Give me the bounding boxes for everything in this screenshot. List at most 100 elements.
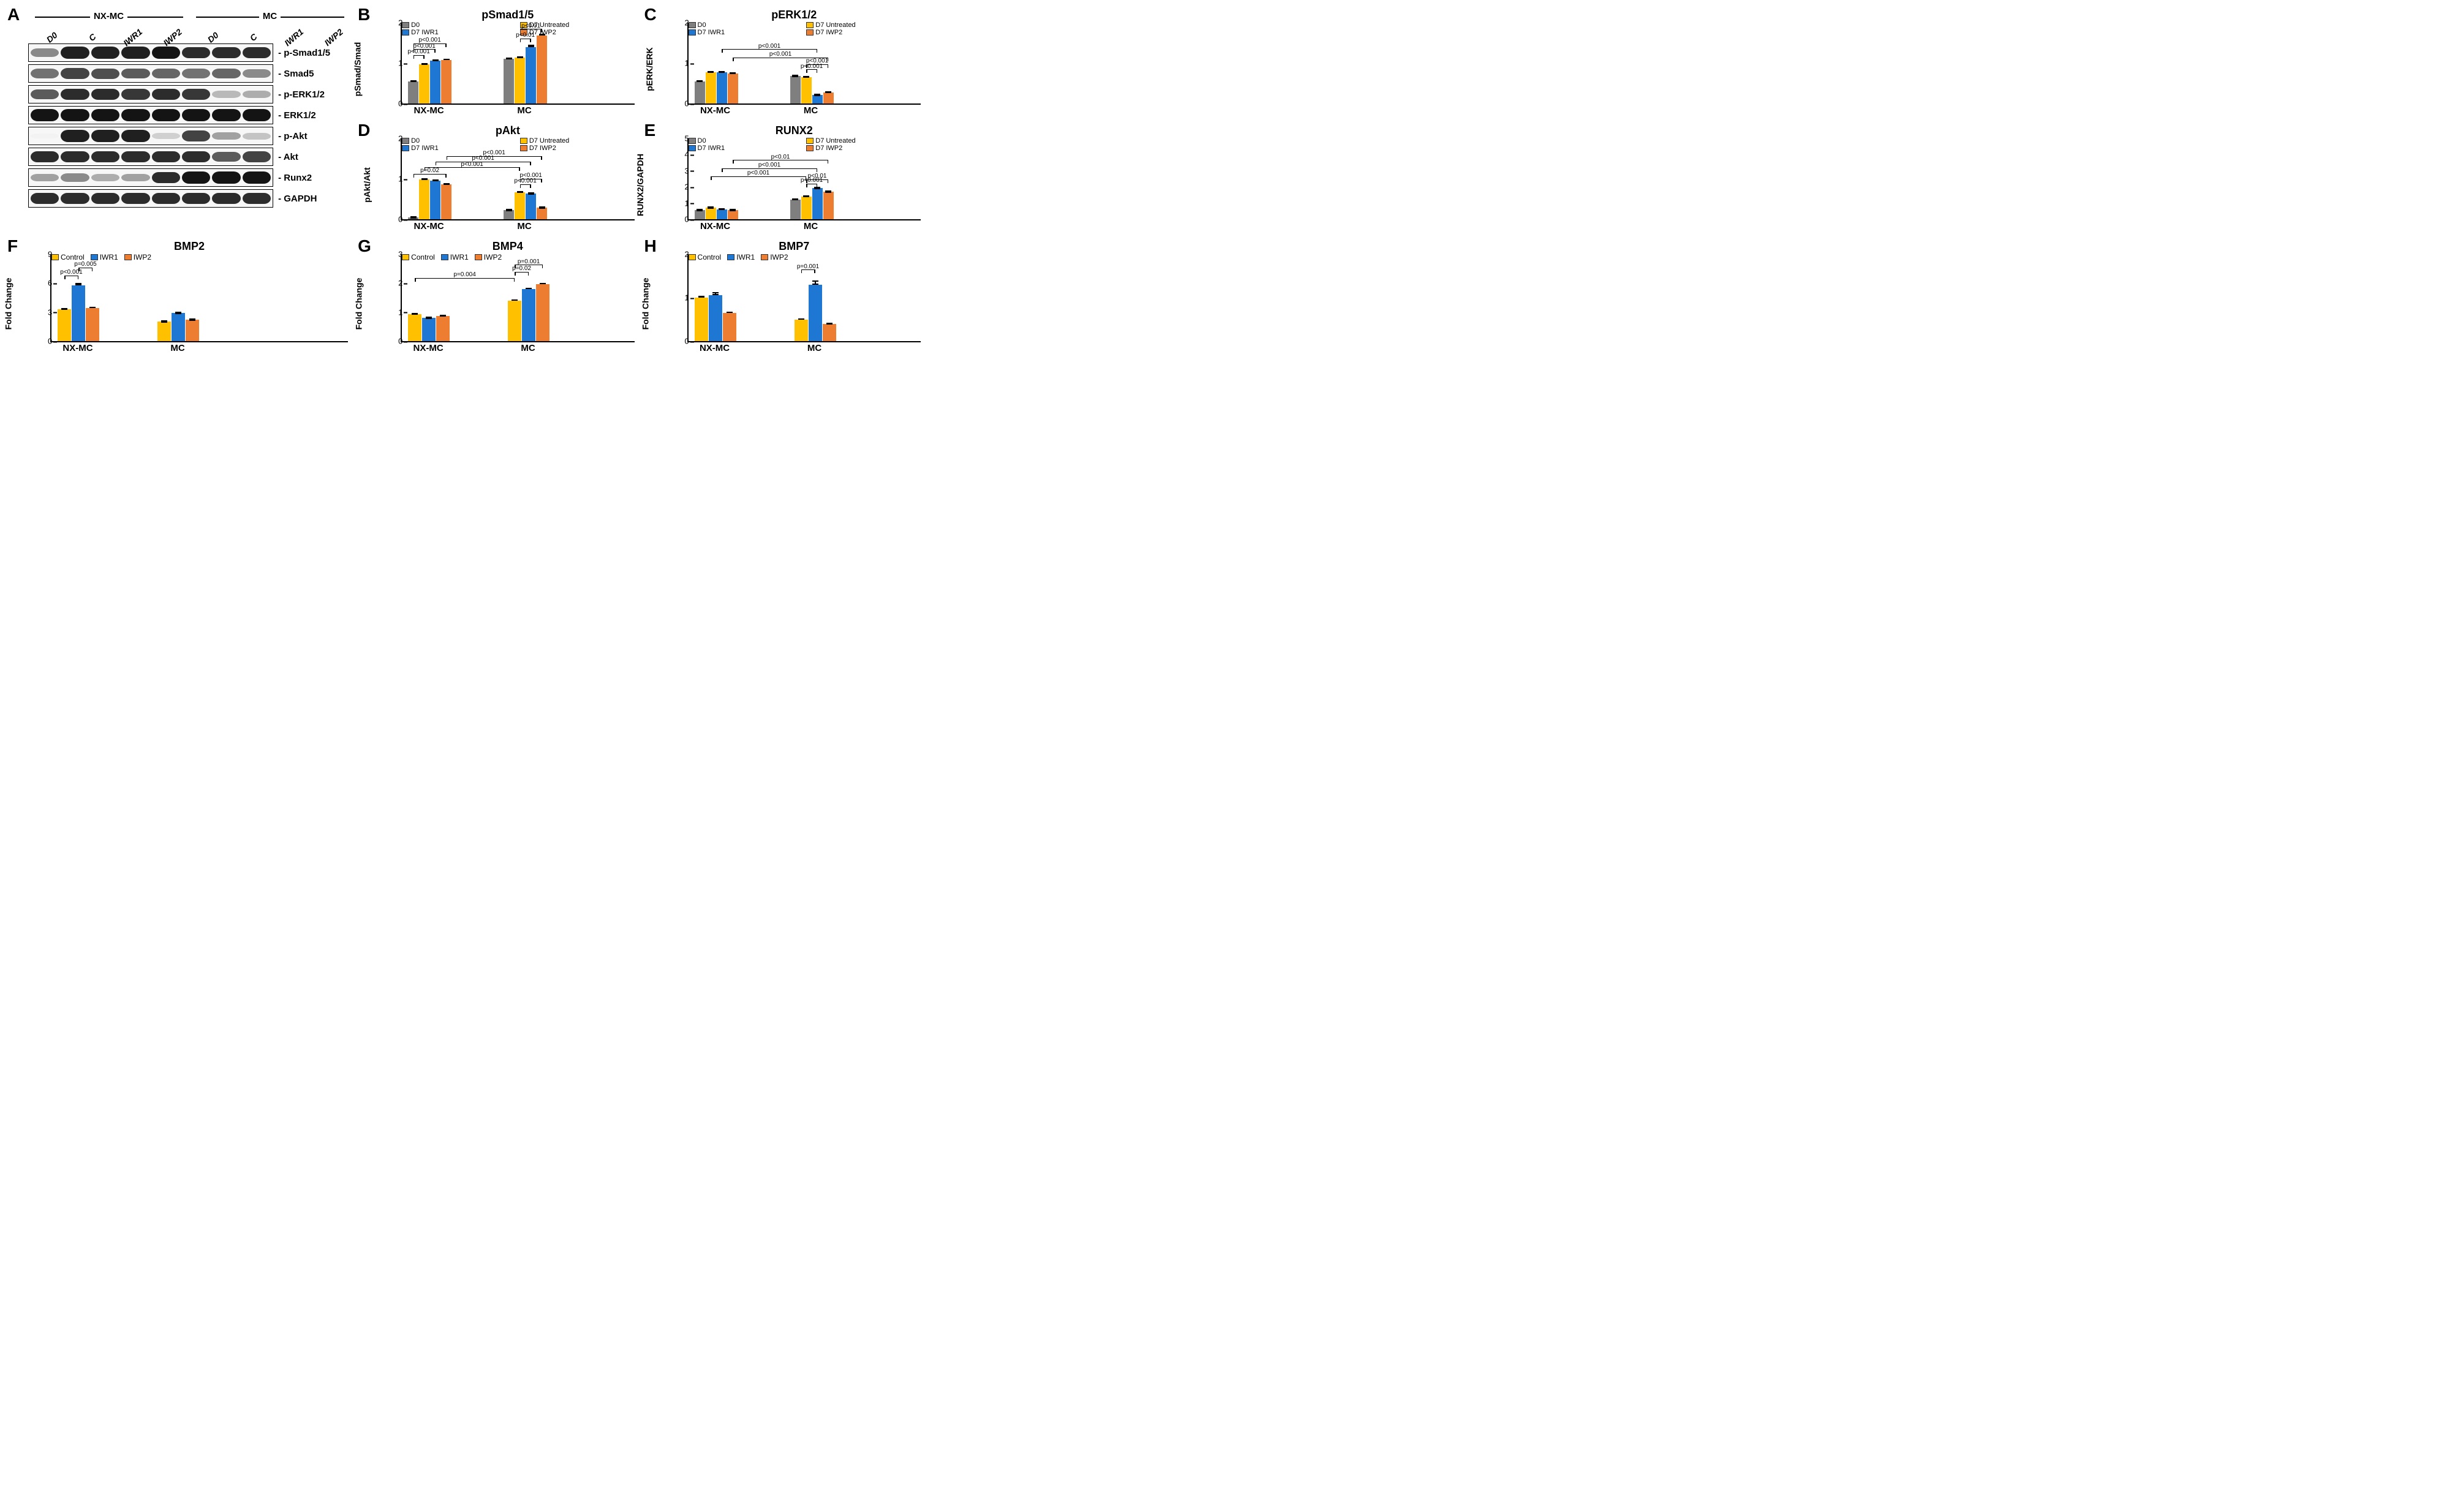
- legend-item: Control: [689, 253, 722, 261]
- p-value: p<0.001: [519, 172, 542, 179]
- bar: [504, 210, 514, 219]
- stat-bracket: [64, 276, 78, 277]
- p-value: p<0.001: [60, 269, 82, 276]
- p-value: p<0.01: [808, 173, 827, 179]
- x-group-label: MC: [804, 105, 818, 116]
- bar: [728, 73, 738, 104]
- chart-legend: D0D7 UntreatedD7 IWR1D7 IWP2: [402, 137, 634, 152]
- blot-band: [212, 132, 240, 140]
- bar: [706, 208, 716, 219]
- bar: [86, 308, 99, 341]
- p-value: p<0.001: [483, 149, 505, 156]
- y-tick: 1: [398, 59, 402, 68]
- error-bar: [528, 288, 529, 289]
- p-value: p<0.001: [418, 37, 440, 43]
- blot-band: [31, 134, 59, 139]
- y-axis-label: Fold Change: [354, 278, 364, 330]
- blot-lanes: [28, 64, 273, 83]
- x-group-label: MC: [807, 343, 821, 353]
- bar: [790, 76, 801, 103]
- stat-bracket: [520, 39, 531, 40]
- p-value: p<0.001: [769, 51, 791, 58]
- y-tick: 1: [398, 175, 402, 184]
- blot-band: [61, 173, 89, 182]
- legend-item: IWP2: [761, 253, 788, 261]
- y-tick: 0: [398, 337, 402, 346]
- p-value: p=0.001: [518, 258, 540, 265]
- panel-g: G BMP4 ControlIWR1IWP20123NX-MCMCp=0.004…: [357, 238, 640, 357]
- bar: [408, 81, 418, 103]
- blot-band: [243, 69, 271, 78]
- legend-item: D7 Untreated: [520, 137, 635, 145]
- panel-g-title: BMP4: [377, 240, 638, 253]
- stat-bracket: [515, 272, 529, 273]
- legend-item: IWR1: [727, 253, 755, 261]
- blot-protein-label: - p-Akt: [273, 131, 350, 141]
- panel-f: F BMP2 ControlIWR1IWP20369NX-MCMCp<0.001…: [6, 238, 354, 357]
- blot-band: [182, 193, 210, 205]
- stat-bracket: [806, 69, 817, 70]
- blot-band: [121, 130, 149, 141]
- bar: [823, 192, 834, 219]
- blot-protein-label: - p-ERK1/2: [273, 89, 350, 100]
- panel-c-title: pERK1/2: [664, 9, 924, 21]
- legend-item: D0: [402, 137, 516, 145]
- x-group-label: NX-MC: [700, 221, 730, 231]
- blot-band: [243, 193, 271, 205]
- blot-band: [182, 151, 210, 163]
- blot-band: [91, 193, 119, 205]
- y-tick: 2: [685, 182, 689, 192]
- bar: [695, 210, 705, 219]
- y-axis-label: RUNX2/GAPDH: [635, 154, 645, 216]
- p-value: p<0.01: [521, 23, 540, 29]
- blot-band: [121, 89, 149, 100]
- p-value: p<0.01: [516, 32, 535, 39]
- chart-bmp7: ControlIWR1IWP2012NX-MCMCp=0.001Fold Cha…: [664, 252, 924, 356]
- panel-a-label: A: [7, 5, 20, 24]
- blot-row: - Akt: [28, 148, 350, 166]
- blot-band: [152, 69, 180, 78]
- error-bar: [795, 199, 796, 200]
- blot-row: - p-ERK1/2: [28, 85, 350, 103]
- legend-item: IWP2: [475, 253, 502, 261]
- y-tick: 6: [48, 279, 52, 288]
- x-group-label: NX-MC: [414, 105, 444, 116]
- bar: [422, 318, 436, 341]
- bar: [526, 194, 536, 219]
- chart-legend: D0D7 UntreatedD7 IWR1D7 IWP2: [689, 21, 921, 36]
- blot-lanes: [28, 85, 273, 103]
- blot-row: - Runx2: [28, 168, 350, 187]
- bar: [728, 210, 738, 219]
- legend-item: D7 Untreated: [806, 21, 921, 29]
- error-bar: [817, 188, 818, 189]
- x-group-label: NX-MC: [700, 105, 730, 116]
- legend-item: D7 IWP2: [806, 29, 921, 36]
- blot-band: [152, 172, 180, 184]
- legend-item: Control: [402, 253, 435, 261]
- error-bar: [829, 323, 830, 324]
- chart-perk: D0D7 UntreatedD7 IWR1D7 IWP2012NX-MCMCp<…: [664, 20, 924, 118]
- bar: [172, 313, 185, 341]
- bar: [823, 324, 836, 341]
- blot-band: [243, 133, 271, 140]
- stat-bracket: [722, 168, 817, 170]
- error-bar: [801, 318, 802, 320]
- bar: [717, 209, 727, 219]
- blot-band: [243, 171, 271, 184]
- stat-bracket: [722, 49, 817, 50]
- bar: [695, 298, 708, 341]
- blot-band: [152, 109, 180, 121]
- p-value: p=0.02: [512, 265, 531, 272]
- blot-band: [61, 130, 89, 141]
- blot-band: [61, 109, 89, 121]
- p-value: p=0.005: [74, 261, 96, 268]
- y-axis-label: Fold Change: [640, 278, 650, 330]
- stat-bracket: [413, 55, 425, 56]
- p-value: p<0.001: [806, 58, 828, 64]
- legend-item: D7 IWP2: [806, 145, 921, 152]
- bar: [801, 197, 812, 219]
- blot-band: [91, 151, 119, 163]
- blot-band: [182, 171, 210, 184]
- y-axis-label: Fold Change: [4, 278, 13, 330]
- legend-item: IWP2: [124, 253, 151, 261]
